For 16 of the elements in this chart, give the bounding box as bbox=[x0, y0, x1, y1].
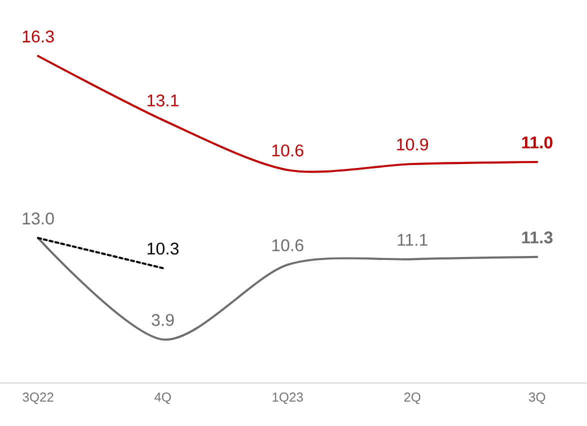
x-tick-label: 2Q bbox=[404, 392, 420, 404]
data-label: 10.3 bbox=[148, 242, 179, 255]
data-label: 11.3 bbox=[522, 231, 553, 244]
x-tick-label: 1Q23 bbox=[272, 392, 303, 404]
data-label: 10.6 bbox=[272, 144, 304, 156]
data-label: 13.0 bbox=[22, 212, 54, 224]
data-label: 11.0 bbox=[522, 136, 552, 148]
data-label: 16.3 bbox=[22, 30, 54, 42]
data-label: 10.6 bbox=[272, 239, 304, 252]
data-label: 13.1 bbox=[148, 94, 178, 106]
x-tick-label: 3Q22 bbox=[22, 392, 54, 404]
data-label: 10.9 bbox=[397, 138, 428, 150]
data-label: 3.9 bbox=[152, 314, 174, 326]
x-tick-label: 4Q bbox=[154, 392, 171, 404]
x-tick-label: 3Q bbox=[528, 392, 546, 404]
data-label: 11.1 bbox=[398, 234, 428, 246]
